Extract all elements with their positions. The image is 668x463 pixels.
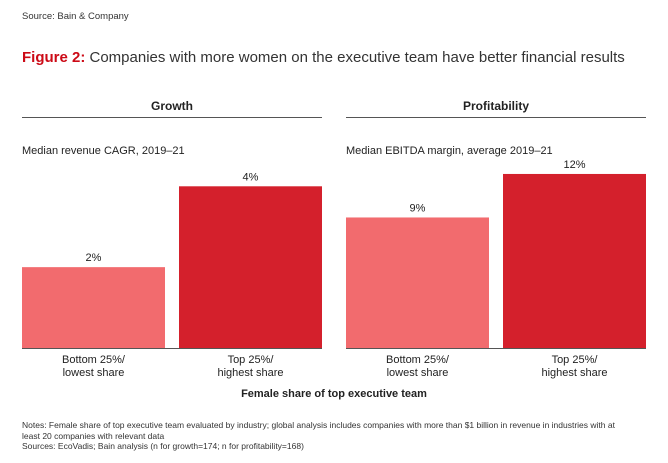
category-label: lowest share — [63, 367, 125, 379]
notes-line: least 20 companies with relevant data — [22, 430, 165, 441]
category-label: Top 25%/ — [552, 354, 599, 366]
bar-profitability-1 — [503, 173, 646, 348]
figure-title-text: Companies with more women on the executi… — [85, 49, 625, 66]
bar-growth-1 — [179, 186, 322, 348]
bar-profitability-0 — [346, 217, 489, 348]
metric-label-growth: Median revenue CAGR, 2019–21 — [22, 145, 185, 157]
category-label: Bottom 25%/ — [62, 354, 126, 366]
bar-growth-0 — [22, 267, 165, 348]
metric-label-profitability: Median EBITDA margin, average 2019–21 — [346, 145, 553, 157]
category-label: highest share — [217, 367, 283, 379]
notes: Notes: Female share of top executive tea… — [22, 420, 652, 452]
notes-line: Notes: Female share of top executive tea… — [22, 420, 615, 430]
sources-line: Sources: EcoVadis; Bain analysis (n for … — [22, 441, 304, 451]
category-label: Top 25%/ — [228, 354, 275, 366]
source-label: Source: Bain & Company — [22, 11, 129, 22]
category-label: lowest share — [387, 367, 449, 379]
data-label: 12% — [563, 159, 585, 171]
panel-title-growth: Growth — [22, 99, 322, 118]
data-label: 9% — [410, 202, 426, 214]
figure-number: Figure 2: — [22, 49, 86, 66]
figure-title: Figure 2: Companies with more women on t… — [22, 49, 625, 66]
category-label: Bottom 25%/ — [386, 354, 450, 366]
data-label: 2% — [86, 252, 102, 264]
panel-title-profitability: Profitability — [346, 99, 646, 118]
category-label: highest share — [541, 367, 607, 379]
data-label: 4% — [243, 171, 259, 183]
x-axis-title: Female share of top executive team — [241, 388, 427, 400]
